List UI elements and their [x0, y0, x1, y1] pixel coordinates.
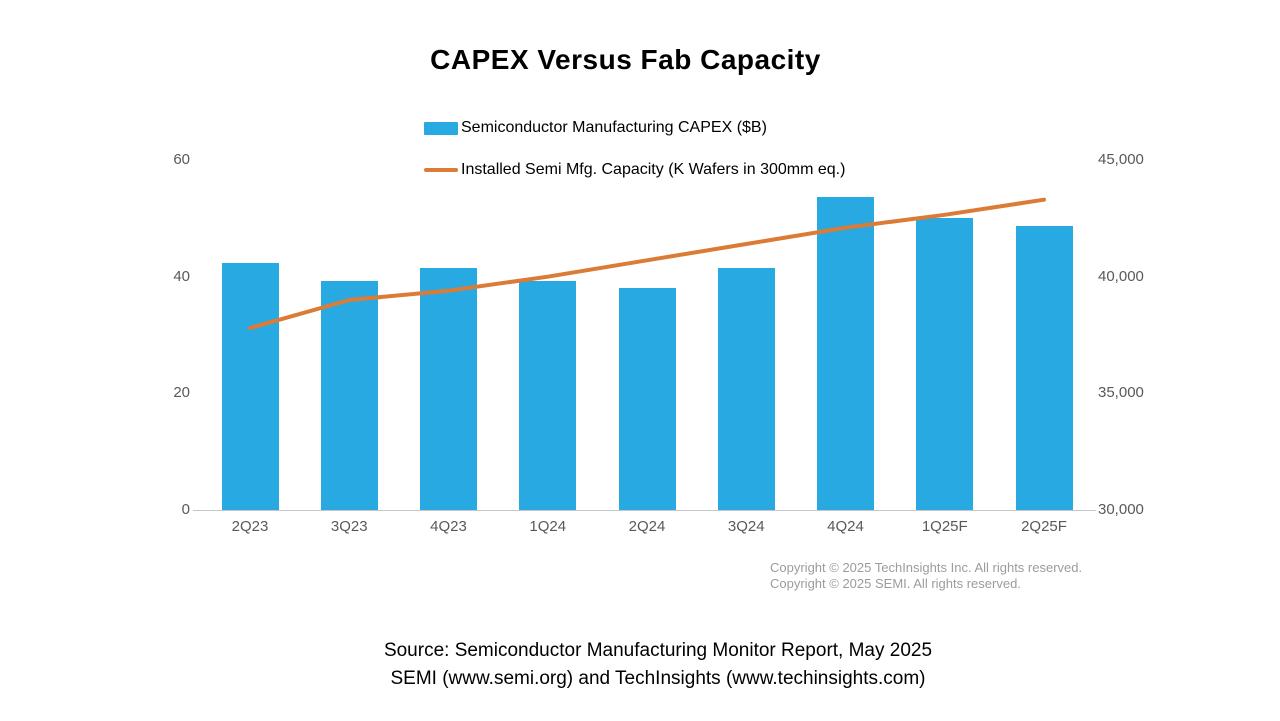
x-axis-label-2Q24: 2Q24 [628, 518, 666, 535]
capex-bar-4Q24 [817, 196, 874, 510]
right-axis-tick-45,000: 45,000 [1098, 151, 1144, 168]
capex-bar-1Q25F [916, 218, 974, 510]
x-axis-label-1Q25F: 1Q25F [921, 518, 968, 535]
x-axis-label-4Q23: 4Q23 [430, 518, 467, 535]
capex-bar-2Q25F [1015, 225, 1073, 510]
left-axis-tick-60: 60 [173, 151, 190, 168]
x-axis-label-4Q24: 4Q24 [827, 518, 864, 535]
capex-bar-3Q23 [320, 280, 378, 510]
legend-item-capacity: Installed Semi Mfg. Capacity (K Wafers i… [424, 161, 846, 178]
capex-bar-1Q24 [519, 280, 577, 510]
capex-bar-3Q24 [717, 267, 775, 510]
x-axis-label-3Q24: 3Q24 [727, 518, 765, 535]
source-line-report: Source: Semiconductor Manufacturing Moni… [383, 640, 933, 661]
right-axis-tick-30,000: 30,000 [1098, 501, 1144, 518]
x-axis-label-2Q25F: 2Q25F [1021, 518, 1067, 535]
legend-label-capex: Semiconductor Manufacturing CAPEX ($B) [461, 119, 767, 136]
capacity-line-swatch-icon [424, 168, 458, 172]
capex-bar-4Q23 [420, 267, 477, 510]
right-axis-tick-40,000: 40,000 [1098, 267, 1144, 285]
x-axis-label-2Q23: 2Q23 [231, 518, 269, 535]
source-block: Source: Semiconductor Manufacturing Moni… [18, 637, 1280, 693]
legend-item-capex: Semiconductor Manufacturing CAPEX ($B) [424, 119, 767, 136]
left-axis-tick-0: 0 [181, 501, 190, 518]
x-axis-label-3Q23: 3Q23 [330, 518, 368, 535]
x-axis-line [193, 510, 1096, 511]
copyright-line-semi: Copyright © 2025 SEMI. All rights reserv… [770, 576, 1021, 591]
legend-label-capacity: Installed Semi Mfg. Capacity (K Wafers i… [461, 161, 846, 178]
capex-bar-2Q24 [618, 288, 676, 510]
copyright-block: Copyright © 2025 TechInsights Inc. All r… [770, 560, 1082, 592]
capex-bar-swatch-icon [424, 121, 458, 135]
source-line-urls: SEMI (www.semi.org) and TechInsights (ww… [390, 668, 926, 689]
left-axis-tick-40: 40 [173, 267, 190, 285]
left-axis-tick-20: 20 [173, 384, 190, 402]
chart-title: CAPEX Versus Fab Capacity [430, 44, 821, 75]
capex-bar-2Q23 [221, 262, 279, 510]
x-axis-label-1Q24: 1Q24 [529, 518, 567, 535]
copyright-line-techinsights: Copyright © 2025 TechInsights Inc. All r… [770, 560, 1083, 575]
right-axis-tick-35,000: 35,000 [1098, 384, 1144, 402]
